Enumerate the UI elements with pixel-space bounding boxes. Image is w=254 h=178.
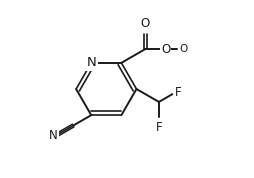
Text: O: O (179, 44, 188, 54)
Text: F: F (175, 86, 182, 99)
Text: O: O (141, 17, 150, 30)
Text: F: F (155, 121, 162, 134)
Text: O: O (161, 43, 170, 56)
Text: N: N (49, 129, 58, 142)
Text: N: N (86, 56, 96, 69)
